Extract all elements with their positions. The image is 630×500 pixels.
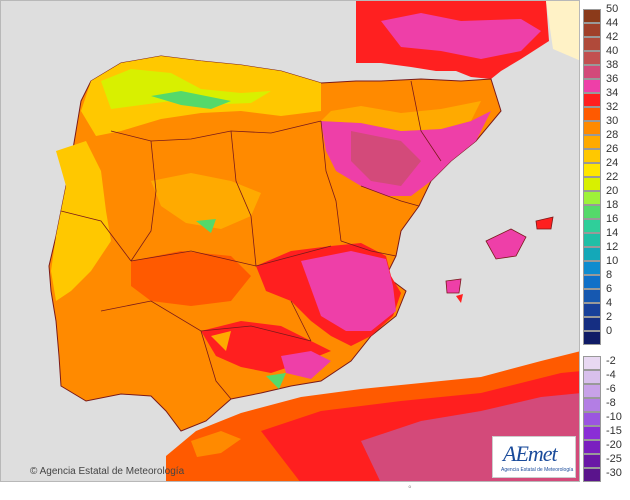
legend-label-22: 22 bbox=[606, 171, 619, 183]
legend-swatch-10 bbox=[583, 261, 601, 275]
bottom-strip: ° bbox=[0, 482, 580, 500]
legend-swatch-28 bbox=[583, 135, 601, 149]
legend-swatch--2 bbox=[583, 356, 601, 370]
legend-swatch-34 bbox=[583, 93, 601, 107]
aemet-logo: AEmet Agencia Estatal de Meteorología bbox=[492, 436, 576, 478]
legend-label--25: -25 bbox=[606, 453, 622, 465]
legend-swatch-22 bbox=[583, 177, 601, 191]
legend-label-6: 6 bbox=[606, 283, 613, 295]
legend-swatch-12 bbox=[583, 247, 601, 261]
legend-label-28: 28 bbox=[606, 129, 619, 141]
legend-label--6: -6 bbox=[606, 383, 616, 395]
legend-label-38: 38 bbox=[606, 59, 619, 71]
legend-swatch--10 bbox=[583, 412, 601, 426]
temperature-map bbox=[0, 0, 580, 482]
legend-label--4: -4 bbox=[606, 369, 616, 381]
legend-swatch-30 bbox=[583, 121, 601, 135]
legend-swatch--20 bbox=[583, 440, 601, 454]
legend-label-12: 12 bbox=[606, 241, 619, 253]
legend-swatch-24 bbox=[583, 163, 601, 177]
legend-label-42: 42 bbox=[606, 31, 619, 43]
legend-label-4: 4 bbox=[606, 297, 613, 309]
legend-swatch-42 bbox=[583, 37, 601, 51]
legend-label-18: 18 bbox=[606, 199, 619, 211]
legend-swatch--4 bbox=[583, 370, 601, 384]
legend-label-0: 0 bbox=[606, 325, 613, 337]
region-borders bbox=[60, 80, 442, 400]
balearic-islands bbox=[445, 216, 554, 303]
legend-swatch-14 bbox=[583, 233, 601, 247]
legend-swatch-8 bbox=[583, 275, 601, 289]
legend-label-10: 10 bbox=[606, 255, 619, 267]
legend-label-2: 2 bbox=[606, 311, 613, 323]
legend-label-44: 44 bbox=[606, 17, 619, 29]
legend-label--10: -10 bbox=[606, 411, 622, 423]
legend-label-34: 34 bbox=[606, 87, 619, 99]
legend-label--20: -20 bbox=[606, 439, 622, 451]
logo-name: AEmet bbox=[503, 441, 558, 466]
legend-swatch-16 bbox=[583, 219, 601, 233]
legend-swatch-2 bbox=[583, 317, 601, 331]
legend-label-26: 26 bbox=[606, 143, 619, 155]
legend-swatch--8 bbox=[583, 398, 601, 412]
legend-swatch-32 bbox=[583, 107, 601, 121]
legend-swatch--6 bbox=[583, 384, 601, 398]
legend-label-20: 20 bbox=[606, 185, 619, 197]
logo-subtitle: Agencia Estatal de Meteorología bbox=[501, 467, 574, 473]
legend-label--30: -30 bbox=[606, 467, 622, 479]
legend-swatch-44 bbox=[583, 23, 601, 37]
legend-label--8: -8 bbox=[606, 397, 616, 409]
legend-label--2: -2 bbox=[606, 355, 616, 367]
legend-label-50: 50 bbox=[606, 3, 619, 15]
iberia-map-svg bbox=[1, 1, 579, 481]
legend-swatch-26 bbox=[583, 149, 601, 163]
legend-swatch-6 bbox=[583, 289, 601, 303]
legend-label-32: 32 bbox=[606, 101, 619, 113]
legend-swatch--15 bbox=[583, 426, 601, 440]
legend-swatch--25 bbox=[583, 454, 601, 468]
legend-swatch-4 bbox=[583, 303, 601, 317]
bottom-mark: ° bbox=[408, 484, 412, 494]
legend-label-16: 16 bbox=[606, 213, 619, 225]
copyright-text: © Agencia Estatal de Meteorología bbox=[30, 466, 185, 477]
iberian-peninsula bbox=[48, 55, 502, 432]
legend-label-30: 30 bbox=[606, 115, 619, 127]
legend-label--15: -15 bbox=[606, 425, 622, 437]
legend-swatch--30 bbox=[583, 468, 601, 482]
legend-label-14: 14 bbox=[606, 227, 619, 239]
legend-swatch-50 bbox=[583, 9, 601, 23]
legend-label-36: 36 bbox=[606, 73, 619, 85]
france-landmass bbox=[356, 1, 579, 79]
morocco-coast-detail bbox=[191, 431, 241, 457]
legend-swatch-40 bbox=[583, 51, 601, 65]
legend-label-24: 24 bbox=[606, 157, 619, 169]
legend-swatch-38 bbox=[583, 65, 601, 79]
legend-swatch-36 bbox=[583, 79, 601, 93]
legend-swatch-18 bbox=[583, 205, 601, 219]
legend-label-8: 8 bbox=[606, 269, 613, 281]
legend-label-40: 40 bbox=[606, 45, 619, 57]
legend-swatch-20 bbox=[583, 191, 601, 205]
legend-swatch-0 bbox=[583, 331, 601, 345]
